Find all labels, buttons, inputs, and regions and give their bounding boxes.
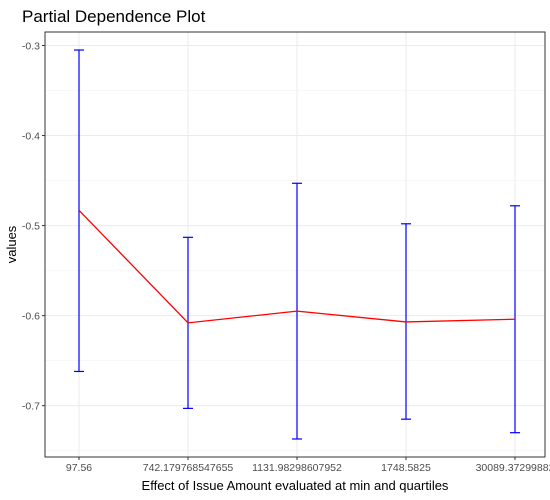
y-tick-label: -0.3 [22, 41, 40, 53]
y-tick-label: -0.6 [22, 311, 40, 323]
grid-layer [45, 32, 545, 457]
x-tick-label: 97.56 [66, 462, 92, 474]
x-tick-label: 1131.98298607952 [252, 462, 342, 474]
x-axis-label: Effect of Issue Amount evaluated at min … [142, 478, 449, 493]
x-tick-label: 1748.5825 [381, 462, 431, 474]
y-axis-label: values [4, 225, 19, 263]
y-tick-label: -0.7 [22, 401, 40, 413]
x-tick-label: 30089.37299882 [476, 462, 550, 474]
y-tick-label: -0.4 [22, 131, 40, 143]
x-tick-label: 742.179768547655 [143, 462, 234, 474]
marks-layer [74, 49, 520, 440]
axis-layer: -0.3 -0.4 -0.5 -0.6 -0.7 97.56 742.17976854765… [22, 41, 550, 474]
panel-border [44, 31, 546, 458]
y-tick-label: -0.5 [22, 221, 40, 233]
chart-title: Partial Dependence Plot [22, 7, 206, 26]
